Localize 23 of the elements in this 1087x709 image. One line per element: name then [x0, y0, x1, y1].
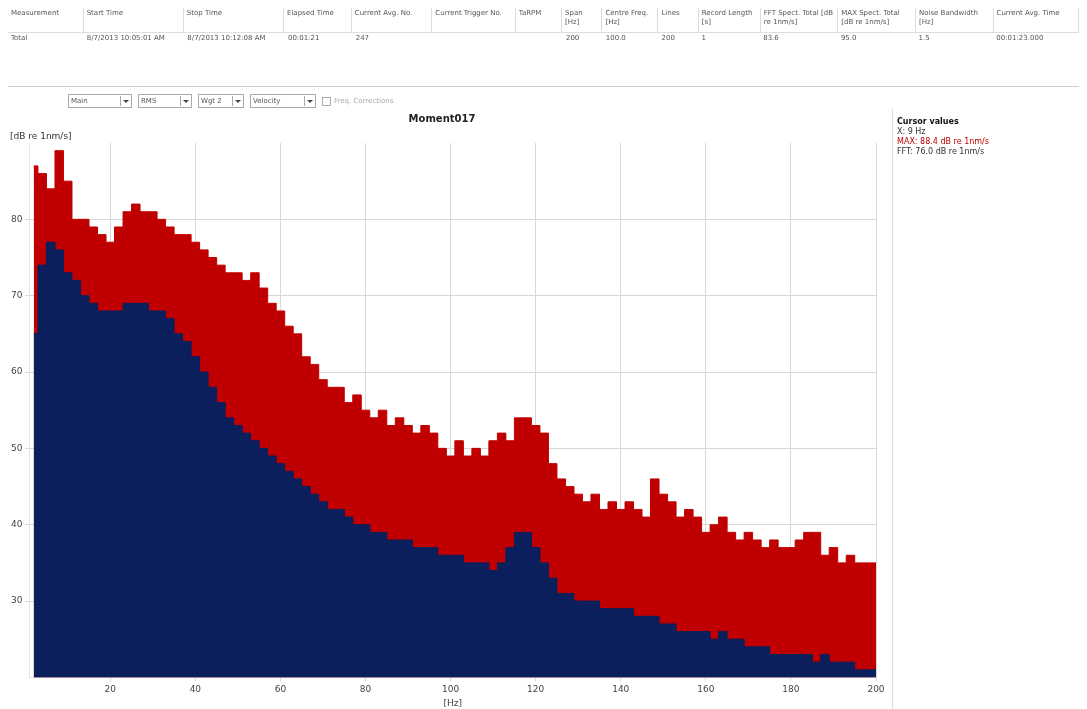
y-tick-label: 80 [11, 213, 23, 224]
y-tick-label: 70 [11, 290, 23, 301]
x-tick-label: 180 [782, 684, 800, 695]
y-tick-label: 60 [11, 366, 23, 377]
x-tick-label: 140 [612, 684, 630, 695]
x-tick-label: 20 [104, 684, 117, 695]
text: X: 9 Hz [897, 127, 927, 137]
y-tick-label: 50 [11, 442, 23, 453]
x-tick-label: 100 [442, 684, 460, 695]
x-tick-label: 60 [274, 684, 287, 695]
chart-title: Moment017 [408, 112, 476, 124]
y-axis-title: [dB re 1nm/s] [10, 130, 72, 141]
text: FFT: 76.0 dB re 1nm/s [897, 147, 986, 157]
text: Cursor values [897, 117, 960, 127]
x-tick-label: 160 [697, 684, 715, 695]
x-tick-label: 120 [527, 684, 545, 695]
x-tick-label: 80 [359, 684, 372, 695]
x-axis-title: [Hz] [443, 697, 462, 708]
x-tick-label: 40 [189, 684, 202, 695]
y-tick-label: 30 [11, 595, 23, 606]
y-tick-label: 40 [11, 519, 23, 530]
text: MAX: 88.4 dB re 1nm/s [897, 137, 990, 147]
x-tick-label: 200 [867, 684, 885, 695]
